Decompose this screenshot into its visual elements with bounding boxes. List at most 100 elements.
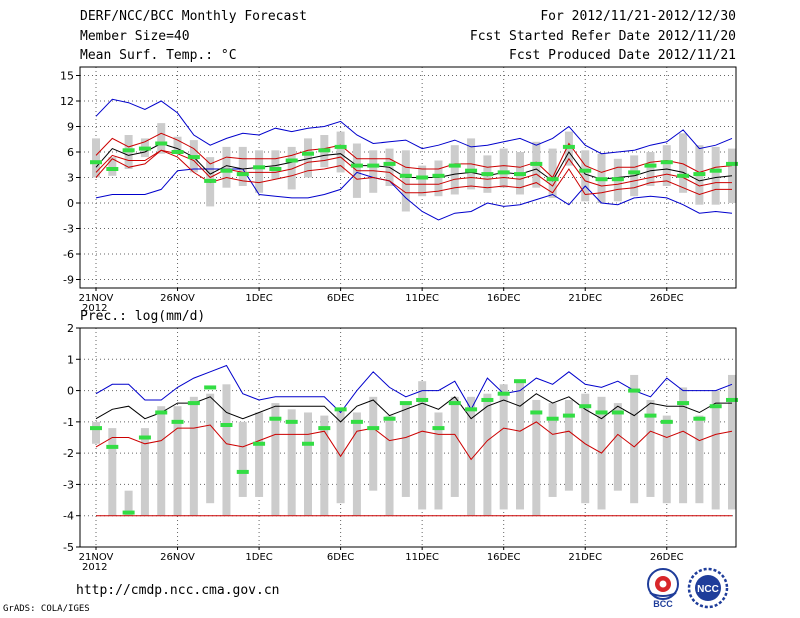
median-marker	[497, 391, 510, 396]
ensemble-box	[304, 138, 312, 178]
median-marker	[122, 510, 135, 515]
series-inner	[95, 421, 733, 461]
x-tick-label: 26DEC	[650, 552, 684, 563]
ensemble-box	[679, 133, 688, 193]
median-marker	[155, 141, 168, 146]
y-tick-label: -6	[63, 248, 74, 261]
ensemble-box	[711, 390, 720, 510]
y-tick-label: 9	[67, 121, 74, 134]
ensemble-box	[450, 145, 459, 195]
ensemble-box	[124, 490, 133, 516]
median-marker	[204, 385, 217, 390]
median-marker	[171, 150, 184, 154]
ensemble-box	[238, 421, 247, 497]
y-tick-label: 0	[67, 385, 74, 398]
ensemble-box	[173, 406, 182, 516]
forecast-period: For 2012/11/21-2012/12/30	[540, 9, 736, 24]
bcc-logo-text: BCC	[653, 599, 673, 609]
y-tick-label: 2	[67, 322, 74, 335]
median-marker	[611, 410, 624, 415]
ensemble-box	[646, 152, 655, 186]
footer-url[interactable]: http://cmdp.ncc.cma.gov.cn	[76, 583, 280, 598]
ensemble-box	[499, 148, 508, 188]
series-max	[95, 364, 733, 414]
ensemble-box	[581, 150, 590, 202]
median-marker	[497, 170, 510, 175]
ensemble-box	[108, 157, 117, 176]
ensemble-box	[679, 387, 688, 504]
median-marker	[253, 441, 266, 446]
x-tick-label: 6DEC	[327, 552, 354, 563]
median-marker	[383, 161, 396, 166]
median-marker	[171, 419, 184, 424]
x-tick-label: 26NOV	[160, 293, 195, 304]
series-min	[95, 149, 732, 196]
median-marker	[269, 167, 282, 171]
median-marker	[432, 173, 445, 178]
median-marker	[693, 172, 706, 177]
y-tick-label: -3	[63, 478, 74, 491]
ensemble-box	[499, 384, 508, 510]
ensemble-box	[369, 150, 378, 193]
median-marker	[416, 175, 429, 180]
median-marker	[106, 444, 119, 449]
median-marker	[399, 173, 412, 178]
median-marker	[187, 155, 200, 160]
median-marker	[677, 401, 690, 406]
plot-frame	[79, 66, 737, 289]
median-marker	[726, 161, 738, 166]
ensemble-box	[304, 412, 312, 516]
median-marker	[187, 401, 200, 406]
median-marker	[677, 173, 690, 178]
median-marker	[693, 416, 706, 421]
grads-credit: GrADS: COLA/IGES	[3, 604, 90, 614]
median-marker	[318, 148, 331, 153]
median-marker	[465, 168, 478, 173]
median-marker	[530, 410, 543, 415]
median-marker	[334, 407, 347, 412]
ensemble-box	[173, 136, 182, 154]
ensemble-box	[92, 421, 100, 444]
produced-date: Fcst Produced Date 2012/11/21	[509, 48, 736, 63]
ensemble-box	[271, 403, 280, 516]
ensemble-box	[728, 374, 736, 510]
chart-title: DERF/NCC/BCC Monthly Forecast	[80, 9, 307, 24]
ensemble-box	[548, 148, 557, 198]
ensemble-box	[140, 428, 149, 516]
y-tick-label: 3	[67, 172, 74, 185]
x-tick-label: 1DEC	[245, 552, 272, 563]
ensemble-box	[385, 415, 394, 516]
ensemble-box	[581, 393, 590, 504]
y-tick-label: 0	[67, 197, 74, 210]
median-marker	[579, 168, 592, 173]
median-marker	[562, 144, 575, 149]
median-marker	[399, 401, 412, 406]
ensemble-box	[483, 393, 492, 516]
x-tick-label: 16DEC	[487, 293, 521, 304]
median-marker	[416, 397, 429, 402]
median-marker	[236, 172, 249, 177]
ensemble-box	[646, 399, 655, 497]
median-marker	[220, 422, 233, 427]
median-marker	[595, 410, 608, 415]
ncc-logo: NCC	[687, 567, 729, 609]
ensemble-box	[271, 150, 280, 180]
x-tick-label: 11DEC	[405, 552, 439, 563]
ensemble-box	[711, 146, 720, 205]
median-marker	[481, 172, 494, 177]
median-marker	[204, 178, 217, 183]
median-marker	[530, 161, 543, 166]
ensemble-box	[613, 403, 622, 491]
median-marker	[302, 151, 314, 156]
ensemble-box	[352, 412, 361, 516]
median-marker	[138, 435, 151, 440]
median-marker	[628, 170, 641, 175]
y-tick-label: -5	[63, 541, 74, 554]
ensemble-box	[336, 131, 345, 173]
median-marker	[611, 177, 624, 182]
ncc-logo-text: NCC	[697, 584, 719, 595]
median-marker	[448, 401, 461, 406]
ensemble-box	[434, 412, 443, 510]
median-marker	[546, 177, 559, 182]
